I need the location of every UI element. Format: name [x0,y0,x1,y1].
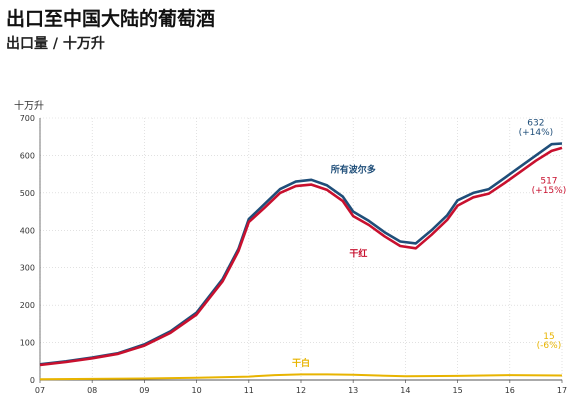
y-tick-label: 200 [20,301,35,310]
series-label: 所有波尔多 [331,163,376,175]
series-end-change: (+15%) [532,186,567,196]
x-tick-label: 07 [35,386,45,395]
series-end-value: 632 [527,118,544,128]
chart-subtitle: 出口量 / 十万升 [6,36,105,52]
x-tick-label: 08 [87,386,97,395]
x-tick-label: 16 [505,386,515,395]
y-axis-label: 十万升 [14,101,44,112]
series-label: 干白 [292,357,310,369]
x-tick-label: 10 [192,386,202,395]
x-tick-label: 13 [348,386,358,395]
chart-title: 出口至中国大陆的葡萄酒 [6,8,216,30]
y-tick-label: 0 [30,376,35,385]
series-line [39,146,563,367]
series-end-change: (+14%) [519,128,554,138]
x-tick-label: 09 [139,386,149,395]
x-tick-label: 17 [557,386,567,395]
y-tick-label: 400 [20,226,35,235]
y-tick-label: 600 [20,151,35,160]
x-tick-label: 11 [244,386,254,395]
series-end-value: 15 [543,332,554,342]
x-tick-label: 12 [296,386,306,395]
y-tick-label: 300 [20,264,35,273]
x-tick-label: 15 [453,386,463,395]
y-tick-label: 700 [20,114,35,123]
y-tick-label: 100 [20,339,35,348]
series-end-value: 517 [540,177,557,187]
y-tick-label: 500 [20,189,35,198]
x-tick-label: 14 [400,386,410,395]
series-line [39,373,563,381]
series-label: 干红 [349,247,367,259]
series-end-change: (-6%) [537,341,562,351]
